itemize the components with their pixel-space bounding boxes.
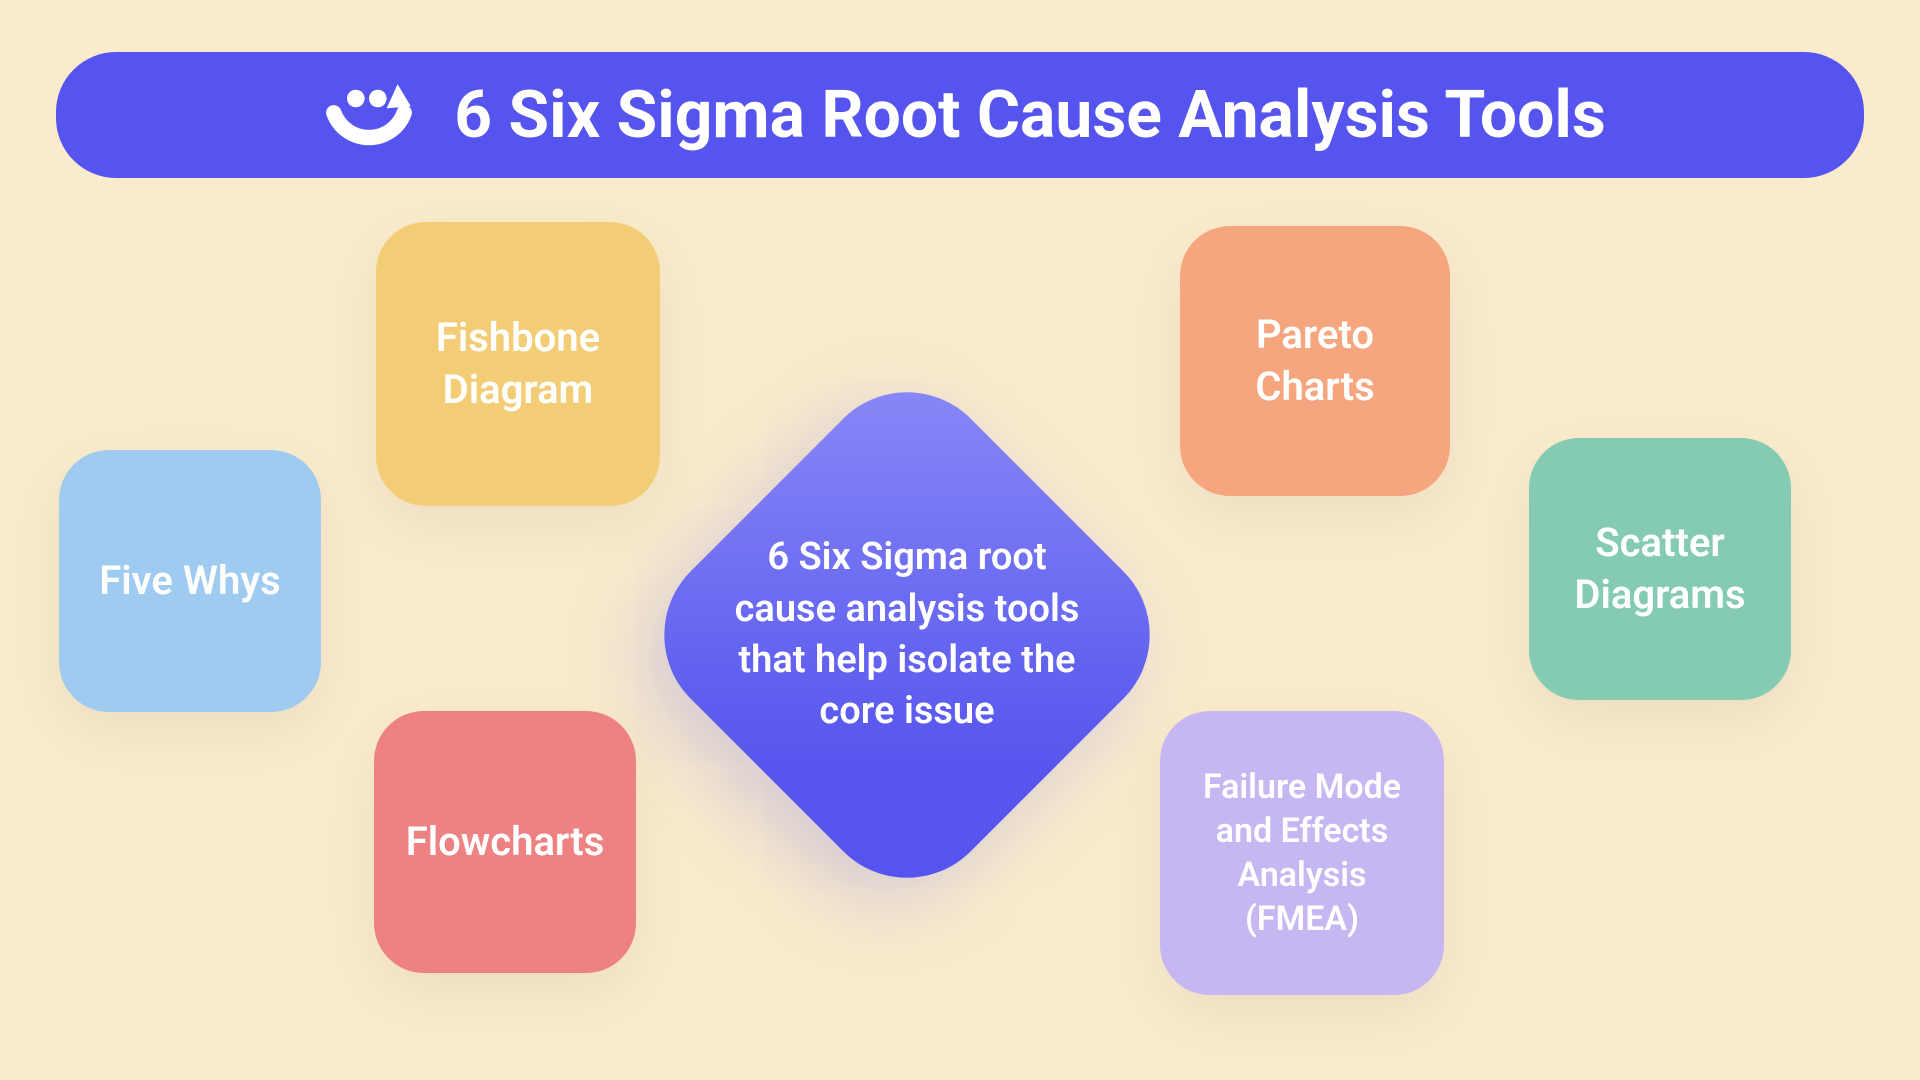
smile-arrow-icon	[314, 60, 424, 170]
tool-card-scatter: Scatter Diagrams	[1529, 438, 1791, 700]
title-banner: 6 Six Sigma Root Cause Analysis Tools	[56, 52, 1864, 178]
tool-card-fmea: Failure Mode and Effects Analysis (FMEA)	[1160, 711, 1444, 995]
center-hub-text: 6 Six Sigma root cause analysis tools th…	[722, 532, 1092, 737]
tool-card-label: Flowcharts	[406, 816, 605, 868]
tool-card-five-whys: Five Whys	[59, 450, 321, 712]
center-hub: 6 Six Sigma root cause analysis tools th…	[709, 437, 1105, 833]
tool-card-label: Scatter Diagrams	[1549, 517, 1771, 621]
tool-card-label: Fishbone Diagram	[396, 312, 640, 416]
tool-card-flowcharts: Flowcharts	[374, 711, 636, 973]
tool-card-label: Pareto Charts	[1200, 309, 1430, 413]
tool-card-label: Five Whys	[99, 555, 281, 607]
tool-card-fishbone: Fishbone Diagram	[376, 222, 660, 506]
tool-card-pareto: Pareto Charts	[1180, 226, 1450, 496]
page-title: 6 Six Sigma Root Cause Analysis Tools	[454, 77, 1605, 154]
tool-card-label: Failure Mode and Effects Analysis (FMEA)	[1180, 765, 1424, 942]
